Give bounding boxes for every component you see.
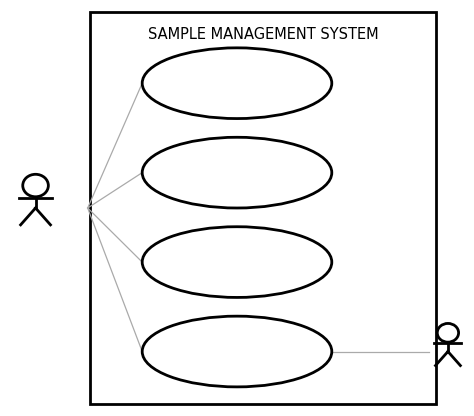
Text: SAMPLE MANAGEMENT SYSTEM: SAMPLE MANAGEMENT SYSTEM bbox=[148, 27, 378, 42]
Bar bbox=[90, 12, 436, 404]
Ellipse shape bbox=[142, 316, 332, 387]
Ellipse shape bbox=[142, 227, 332, 297]
Ellipse shape bbox=[142, 48, 332, 119]
Ellipse shape bbox=[142, 137, 332, 208]
